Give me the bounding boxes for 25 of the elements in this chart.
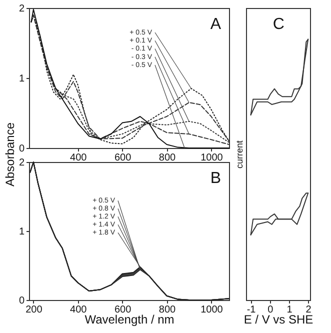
chart-title: C [272, 16, 284, 33]
x-tick-label: 600 [114, 304, 132, 316]
y-tick-label: 1 [18, 226, 25, 238]
y-tick-label: 2 [18, 4, 25, 14]
x-axis-title: Wavelength / nm [84, 312, 174, 326]
x-tick-label: 1000 [200, 152, 224, 164]
chart-title: B [210, 170, 221, 187]
y-tick-label: 1 [18, 74, 25, 84]
x-tick-label: 600 [114, 152, 132, 164]
x-tick-label: -1 [246, 304, 256, 316]
x-tick-label: 0 [268, 304, 274, 316]
x-tick-label: 400 [70, 304, 88, 316]
x-tick-label: 200 [26, 304, 43, 316]
chart-title: A [210, 16, 222, 33]
x-axis-title: E / V vs SHE [244, 312, 314, 326]
y-axis-title: current [234, 140, 244, 169]
x-tick-label: 800 [158, 152, 176, 164]
y-axis-title: Absorbance [2, 122, 17, 187]
x-tick-label: 1 [286, 304, 293, 316]
x-tick-label: 800 [158, 304, 176, 316]
x-tick-label: 2 [306, 304, 312, 316]
x-tick-label: 1000 [200, 304, 224, 316]
x-tick-label: 400 [70, 152, 88, 164]
y-tick-label: 0 [18, 144, 25, 154]
y-tick-label: 0 [18, 296, 25, 306]
